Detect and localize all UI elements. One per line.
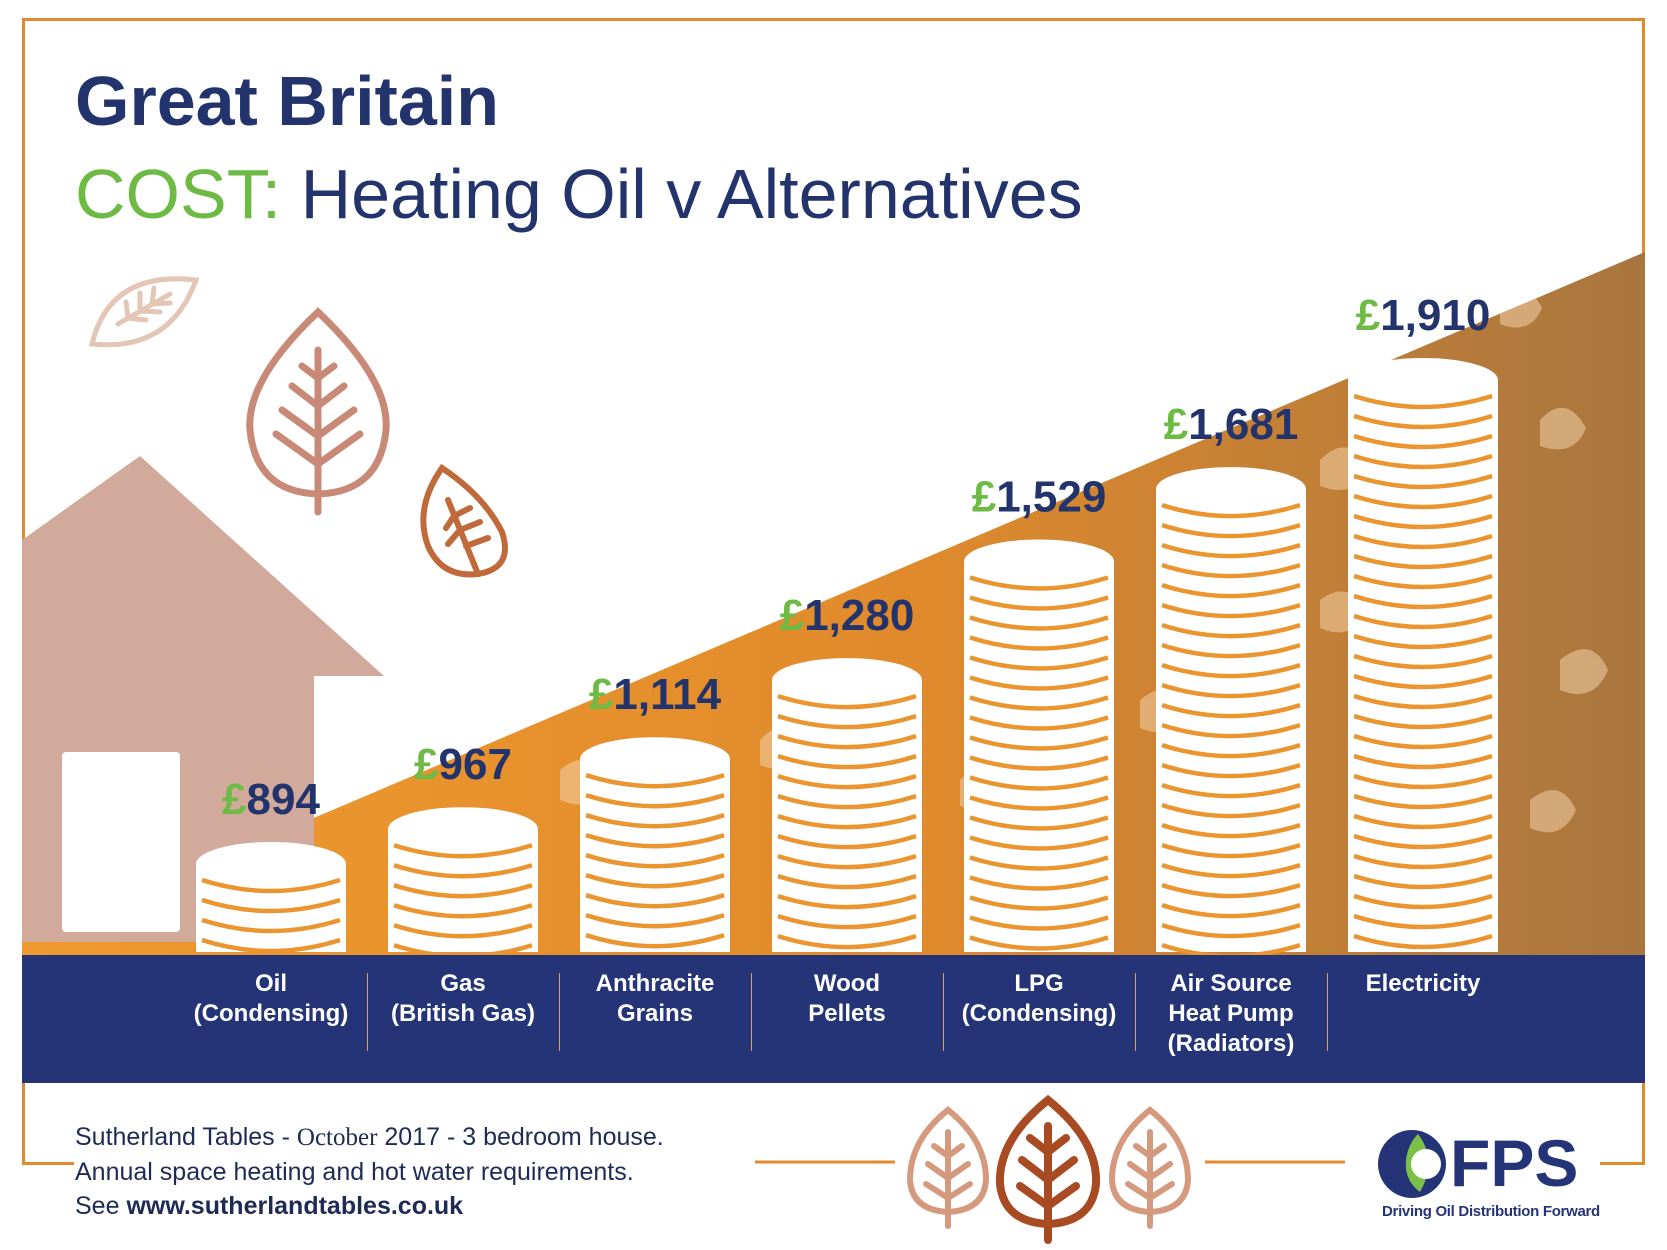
- footer-leaf-left-icon: [906, 1106, 990, 1229]
- large-leaf-outline-icon: [246, 307, 390, 516]
- coin-stack-bar: [388, 807, 538, 959]
- value-label: £967: [414, 740, 512, 789]
- category-label: Air Source Heat Pump (Radiators): [1141, 969, 1321, 1059]
- footnote-month: October: [296, 1124, 378, 1151]
- category-label: LPG (Condensing): [949, 969, 1129, 1029]
- frame-top-line: [22, 18, 1645, 21]
- coin-stack-bar: [772, 658, 922, 952]
- category-label: Oil (Condensing): [181, 969, 361, 1029]
- fps-logo-text: FPS: [1450, 1126, 1579, 1200]
- category-label-line: Gas: [440, 970, 486, 997]
- category-label-line: Air Source: [1170, 970, 1292, 997]
- category-separator: [559, 973, 560, 1051]
- frame-left-line: [22, 18, 25, 948]
- coin-stack-bar: [1156, 467, 1306, 959]
- footer-leaf-center-icon: [995, 1094, 1101, 1244]
- category-label-line: Anthracite: [595, 970, 715, 997]
- value-label: £1,529: [972, 473, 1107, 522]
- category-label-line: Grains: [616, 1000, 694, 1027]
- category-label-line: (Condensing): [193, 1000, 349, 1027]
- category-label: Wood Pellets: [757, 969, 937, 1029]
- small-leaf-outline-icon: [420, 463, 508, 578]
- frame-bottom-left-line: [22, 1162, 74, 1165]
- falling-leaf-icon: [1530, 790, 1576, 833]
- frame-left-bottom-line: [22, 1083, 25, 1163]
- value-label: £1,681: [1164, 400, 1299, 449]
- category-label-line: (British Gas): [390, 1000, 536, 1027]
- category-separator: [751, 973, 752, 1051]
- fps-tagline: Driving Oil Distribution Forward: [1382, 1203, 1600, 1220]
- category-separator: [1327, 973, 1328, 1051]
- frame-right-bottom-line: [1642, 1083, 1645, 1163]
- category-label-line: Oil: [254, 970, 287, 997]
- coin-stack-bar: [964, 539, 1114, 952]
- footnote-source: Sutherland Tables -: [75, 1123, 297, 1151]
- footnote-line-3: See www.sutherlandtables.co.uk: [75, 1189, 664, 1223]
- category-label-line: Pellets: [808, 1000, 886, 1027]
- category-label: Electricity: [1333, 969, 1513, 999]
- category-separator: [943, 973, 944, 1051]
- frame-right-line: [1642, 18, 1645, 258]
- frame-bottom-right-line: [1600, 1162, 1645, 1165]
- category-separator: [1135, 973, 1136, 1051]
- coin-stack-bar: [1348, 358, 1498, 952]
- category-label-line: Wood: [813, 970, 881, 997]
- fps-logo-mark-icon: [1378, 1130, 1446, 1198]
- value-label: £1,114: [589, 670, 722, 719]
- footnote-line-1: Sutherland Tables - October 2017 - 3 bed…: [75, 1120, 664, 1155]
- page-title: Great Britain: [75, 62, 499, 140]
- leaf-outline-icon: [88, 276, 200, 348]
- coin-stack-bar: [196, 842, 346, 954]
- falling-leaf-icon: [1540, 407, 1586, 450]
- source-url-link[interactable]: www.sutherlandtables.co.uk: [126, 1192, 464, 1220]
- category-separator: [367, 973, 368, 1051]
- coin-stack-bar: [580, 737, 730, 952]
- source-footnote: Sutherland Tables - October 2017 - 3 bed…: [75, 1120, 664, 1223]
- category-label-line: LPG: [1014, 970, 1064, 997]
- category-label: Gas (British Gas): [373, 969, 553, 1029]
- value-label: £894: [222, 775, 320, 824]
- subtitle-text: Heating Oil v Alternatives: [281, 155, 1083, 233]
- value-label: £1,910: [1356, 291, 1491, 340]
- value-label: £1,280: [780, 591, 915, 640]
- category-bar: Oil (Condensing) Gas (British Gas) Anthracit…: [22, 955, 1645, 1083]
- page-subtitle: COST: Heating Oil v Alternatives: [75, 155, 1083, 233]
- category-label-line: (Condensing): [961, 1000, 1117, 1027]
- falling-leaf-icon: [1560, 649, 1608, 695]
- value-labels: £894 £967 £1,114 £1,280 £1,529 £1,681 £1,910: [222, 291, 1490, 824]
- subtitle-accent: COST:: [75, 155, 282, 233]
- footnote-line-2: Annual space heating and hot water requi…: [75, 1158, 634, 1186]
- coin-stacks: [196, 358, 1498, 959]
- category-label-line: Electricity: [1365, 970, 1481, 997]
- footnote-house: 2017 - 3 bedroom house.: [377, 1123, 664, 1151]
- footnote-see: See: [75, 1192, 127, 1220]
- category-label: Anthracite Grains: [565, 969, 745, 1029]
- footer-leaf-right-icon: [1108, 1106, 1192, 1229]
- category-label-line: (Radiators): [1167, 1030, 1295, 1057]
- category-label-line: Heat Pump: [1168, 1000, 1294, 1027]
